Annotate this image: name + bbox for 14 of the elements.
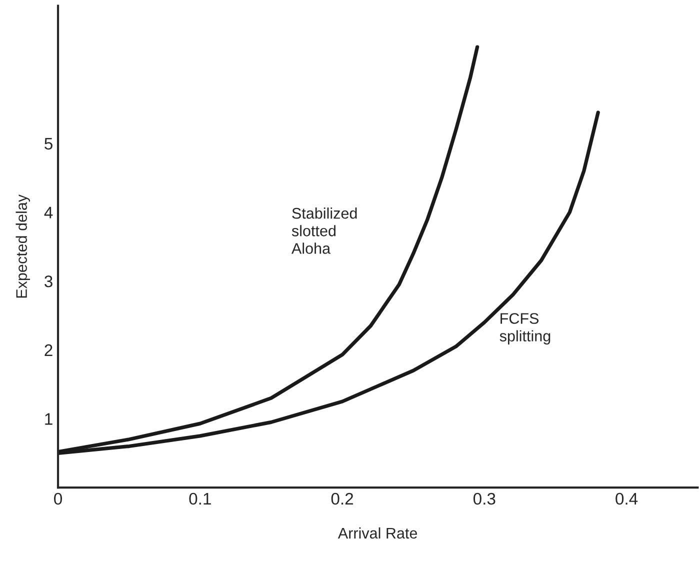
x-tick-label: 0.3 [473, 492, 496, 505]
annotation: Stabilized slotted Aloha [291, 208, 357, 254]
x-tick-label: 0 [54, 492, 62, 505]
x-tick-label: 0.2 [331, 492, 354, 505]
y-tick-label: 2 [44, 344, 52, 356]
x-tick-label: 0.1 [189, 492, 211, 505]
y-tick-label: 4 [44, 206, 53, 218]
y-tick-label: 3 [44, 275, 52, 288]
x-tick-label: 0.4 [616, 492, 638, 505]
y-axis-title: Expected delay [16, 194, 30, 298]
y-tick-label: 5 [44, 138, 52, 150]
y-tick-label: 1 [45, 413, 52, 425]
annotation: FCFS splitting [500, 313, 550, 344]
x-axis-title: Arrival Rate [338, 527, 418, 539]
